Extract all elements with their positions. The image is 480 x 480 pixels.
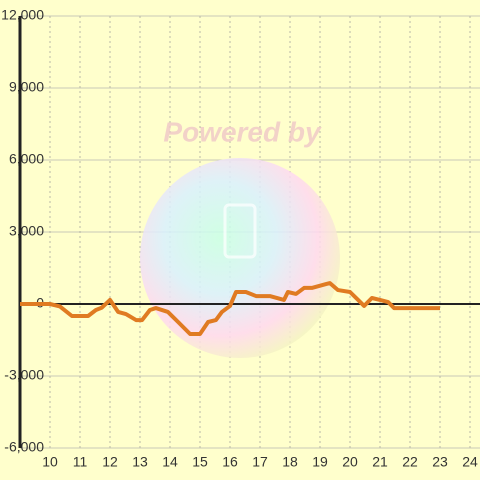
x-tick-label: 10 (42, 454, 58, 470)
x-tick-label: 11 (73, 454, 88, 470)
x-tick-label: 18 (282, 454, 298, 470)
x-tick-label: 13 (132, 454, 148, 470)
x-tick-label: 24 (462, 454, 478, 470)
y-tick-label: -6,000 (4, 439, 44, 455)
y-tick-label: 3,000 (9, 223, 44, 239)
y-tick-label: 9,000 (9, 79, 44, 95)
x-tick-label: 15 (192, 454, 208, 470)
x-tick-label: 17 (252, 454, 268, 470)
line-series (20, 281, 441, 336)
x-tick-label: 19 (312, 454, 328, 470)
x-tick-label: 21 (372, 454, 388, 470)
x-tick-label: 14 (162, 454, 178, 470)
x-tick-label: 16 (222, 454, 238, 470)
watermark-icon (223, 203, 257, 259)
y-tick-label: -3,000 (4, 367, 44, 383)
x-tick-label: 20 (342, 454, 358, 470)
y-tick-label: 12,000 (1, 7, 44, 23)
x-tick-label: 23 (432, 454, 448, 470)
watermark-text: Powered by (163, 116, 322, 147)
y-tick-label: 6,000 (9, 151, 44, 167)
x-tick-label: 12 (102, 454, 118, 470)
x-tick-label: 22 (402, 454, 418, 470)
